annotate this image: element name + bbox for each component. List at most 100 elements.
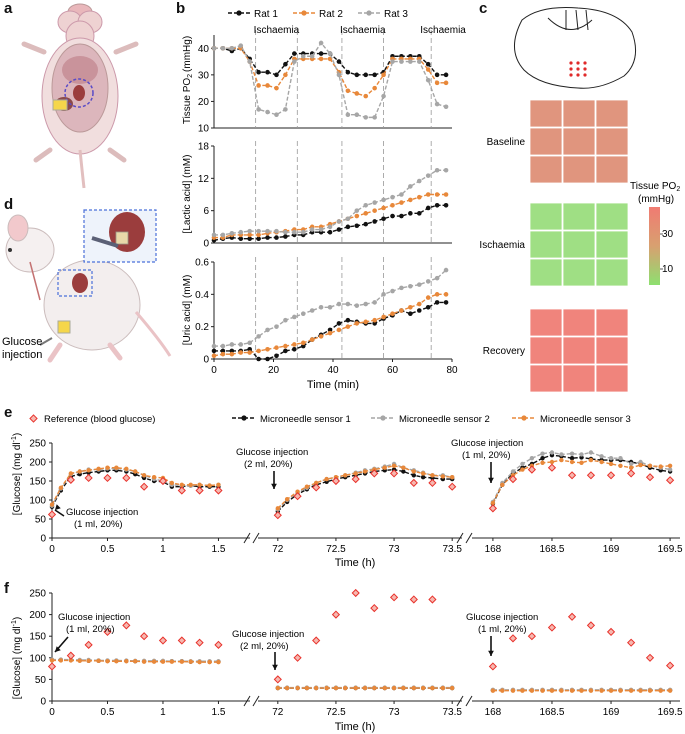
reference-point: [547, 623, 557, 632]
data-point: [363, 319, 369, 325]
data-point: [363, 221, 369, 227]
legend-label-reference: Reference (blood glucose): [44, 414, 155, 425]
y-tick-label: 6: [203, 206, 209, 217]
data-point: [408, 211, 413, 216]
colorbar-tick-10: 10: [662, 264, 674, 275]
data-point: [345, 88, 351, 94]
x-tick-label: 80: [446, 365, 458, 376]
data-point: [229, 231, 235, 236]
sensor-point: [68, 658, 74, 663]
sensor-point: [382, 685, 387, 691]
sensor-point: [295, 685, 300, 691]
reference-point: [312, 636, 321, 645]
data-point: [265, 109, 270, 115]
reference-point: [312, 483, 321, 492]
x-tick-label: 72: [272, 707, 284, 718]
data-point: [345, 301, 351, 307]
sensor-point: [207, 659, 212, 665]
x-tick-label: 0.5: [101, 544, 115, 555]
data-point: [434, 72, 440, 78]
y-tick-label: 30: [198, 70, 210, 81]
data-point: [274, 324, 279, 329]
y-tick-label: 0: [203, 239, 209, 250]
data-point: [408, 59, 413, 64]
x-tick-label: 73: [389, 544, 401, 555]
x-tick-label: 72.5: [326, 544, 346, 555]
annotation-text: (2 ml, 20%): [240, 641, 289, 652]
heatmap-row-label: Ischaemia: [479, 240, 525, 251]
ischaemia-annotation: Ischaemia: [340, 25, 386, 36]
data-point: [238, 43, 244, 48]
data-point: [220, 45, 226, 51]
data-point: [408, 304, 413, 310]
sensor-point: [540, 460, 545, 465]
data-point: [434, 275, 440, 281]
reference-point: [665, 476, 675, 485]
y-tick-label: 250: [29, 589, 46, 600]
sensor-point: [579, 460, 584, 465]
x-tick-label: 72.5: [326, 707, 346, 718]
colorbar-title: Tissue PO2: [630, 181, 680, 193]
x-tick-label: 168.5: [539, 707, 564, 718]
data-point: [381, 216, 386, 222]
sensor-point: [588, 450, 594, 455]
annotation-text: (1 ml, 20%): [462, 450, 511, 461]
reference-point: [273, 511, 282, 520]
data-point: [381, 314, 386, 320]
sensor-point: [520, 467, 525, 472]
data-point: [238, 236, 244, 241]
data-point: [327, 224, 333, 230]
sensor-point: [284, 497, 290, 502]
sensor-point: [638, 462, 643, 468]
sensor-point: [188, 482, 193, 487]
sensor-point: [430, 685, 435, 691]
data-point: [247, 236, 252, 241]
data-point: [256, 334, 261, 339]
data-point: [220, 351, 226, 357]
data-point: [443, 167, 449, 173]
data-point: [416, 59, 422, 64]
sensor-point: [49, 502, 55, 507]
x-tick-label: 1: [160, 544, 166, 555]
y-tick-label: 50: [35, 675, 47, 686]
data-point: [434, 167, 440, 173]
reference-point: [177, 486, 186, 495]
sensor-point: [667, 688, 673, 693]
x-tick-label: 0: [49, 544, 55, 555]
data-point: [425, 279, 431, 284]
data-point: [381, 93, 386, 99]
y-tick-label: 200: [29, 610, 46, 621]
sensor-point: [284, 685, 290, 691]
data-point: [345, 112, 351, 118]
annotation-arrowhead: [488, 650, 494, 656]
data-point: [256, 107, 261, 112]
annotation-text: Glucose injection: [66, 507, 138, 518]
axis-break-mark: [465, 695, 473, 707]
sensor-point: [141, 659, 147, 664]
y-tick-label: 100: [29, 653, 46, 664]
reference-point: [488, 662, 498, 671]
data-point: [363, 202, 369, 208]
legend-marker-reference: [29, 414, 38, 423]
legend-marker-rat2: [301, 10, 307, 16]
sensor-point: [549, 688, 555, 693]
panel-label-f: f: [4, 580, 9, 597]
legend-label-sensor3: Microneedle sensor 3: [540, 414, 631, 425]
data-point: [220, 232, 226, 238]
reference-point: [527, 465, 536, 474]
annotation-text: (2 ml, 20%): [244, 459, 293, 470]
y-tick-label: 200: [29, 458, 46, 469]
reference-point: [645, 653, 655, 662]
sensor-point: [500, 482, 505, 487]
y-tick-label: 12: [198, 174, 210, 185]
heatmap-cell: [562, 364, 596, 393]
data-point: [265, 347, 270, 352]
heatmap-cell: [562, 155, 596, 184]
heatmap-cell: [529, 155, 563, 184]
reference-point: [448, 482, 457, 491]
data-point: [363, 115, 369, 120]
sensor-point: [540, 688, 545, 693]
series-line-rat3: [214, 269, 447, 347]
reference-point: [389, 469, 399, 478]
sensor-point: [449, 475, 455, 480]
